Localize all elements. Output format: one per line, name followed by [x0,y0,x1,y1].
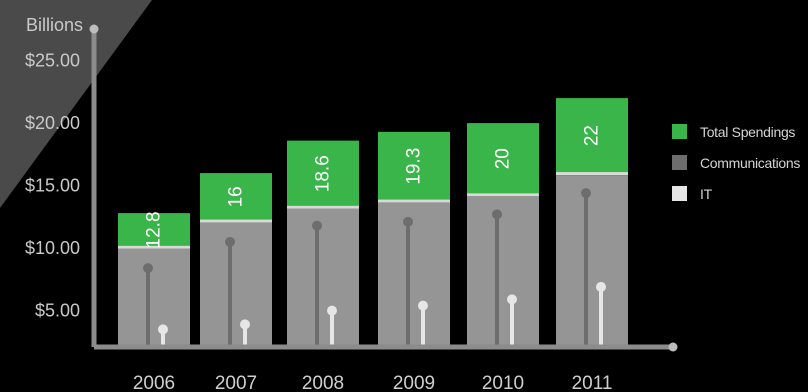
it-dot [240,319,250,330]
legend-swatch-it [672,186,687,201]
communications-dot [492,209,502,220]
bar-value-label: 16 [226,186,247,207]
y-tick-labels: $5.00 $10.00 $15.00 $20.00 $25.00 [25,51,80,321]
legend-item-communications: Communications [672,147,808,178]
bar-total-spendings [467,123,539,195]
legend-item-total-spendings: Total Spendings [672,116,808,147]
bar-divider [467,193,539,197]
legend-item-it: IT [672,178,808,209]
bar-divider [287,205,359,209]
y-tick-label: $5.00 [35,301,80,321]
bar-total-spendings [378,131,450,201]
bar-communications [467,196,539,347]
bar-value-label: 22 [582,125,603,146]
communications-dot [143,263,153,274]
x-tick-label: 2011 [572,373,613,392]
it-dot [507,294,517,305]
x-tick-label: 2006 [133,373,175,392]
x-tick-labels: 2006 2007 2008 2009 2010 2011 [133,373,613,392]
bar-communications [556,175,628,347]
bar-total-spendings [556,98,628,174]
bar-divider [200,219,272,223]
legend-swatch-communications [672,155,687,170]
y-tick-label: $10.00 [25,238,80,258]
bar-value-label: 20 [493,148,514,169]
x-tick-label: 2007 [215,373,257,392]
bar-divider [378,199,450,203]
bar-divider [556,172,628,176]
y-tick-label: $20.00 [25,113,80,133]
y-tick-label: $15.00 [25,176,80,196]
it-dot [158,324,168,335]
communications-dot [403,216,413,227]
y-tick-label: $25.00 [25,51,80,71]
y-axis-end-dot [89,24,99,34]
y-axis-title: Billions [26,15,83,35]
x-axis-end-dot [668,342,678,352]
bars-layer [118,98,628,347]
legend-label: Total Spendings [700,123,796,140]
it-dot [596,281,606,292]
bar-total-spendings [287,140,359,207]
communications-dot [312,220,322,231]
bar-communications [200,222,272,347]
legend-label: Communications [700,154,801,171]
bar-communications [118,248,190,347]
bar-communications [287,208,359,347]
legend: Total Spendings Communications IT [672,116,808,209]
bar-value-label: 19.3 [404,148,425,185]
communications-dot [581,188,591,199]
x-tick-label: 2009 [393,373,435,392]
data-labels: 12.8 16 18.6 19.3 20 22 [144,125,603,248]
legend-label: IT [700,185,712,202]
legend-swatch-total [672,124,687,139]
it-dot [327,305,337,316]
bar-total-spendings [118,213,190,247]
x-tick-label: 2008 [302,373,344,392]
corner-panel [0,0,152,208]
bar-value-label: 18.6 [313,155,334,192]
it-dot [418,300,428,311]
x-tick-label: 2010 [482,373,524,392]
bar-communications [378,202,450,347]
bar-divider [118,245,190,249]
bar-total-spendings [200,173,272,221]
bar-value-label: 12.8 [144,211,165,248]
communications-dot [225,236,235,247]
